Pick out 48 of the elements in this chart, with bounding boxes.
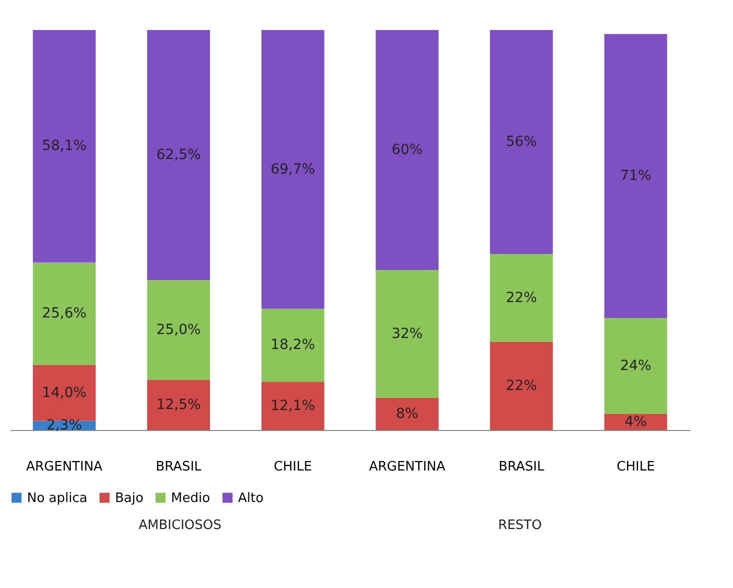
data-label: 71% [620,168,652,184]
data-label: 25,6% [42,306,87,322]
data-label: 22% [506,378,537,394]
data-label: 60% [392,142,423,158]
bar [261,382,324,430]
data-label: 56% [506,134,537,150]
bar [604,318,668,414]
x-tick-label: CHILE [616,460,655,474]
bar [147,280,210,380]
data-label: 25,0% [156,322,201,338]
bar [32,262,96,365]
bar [490,254,553,342]
bar [147,30,210,280]
bar [261,30,324,309]
bar [261,308,324,382]
bar [490,342,553,430]
legend-label: Alto [238,490,264,506]
data-label: 14,0% [42,384,87,401]
data-label: 58,1% [42,138,87,154]
bar [376,398,439,430]
x-tick-label: ARGENTINA [368,460,446,474]
data-label: 22% [506,290,537,306]
x-tick-label: BRASIL [498,460,546,474]
x-tick-label: BRASIL [156,460,202,474]
x-tick-label: ARGENTINA [26,460,103,474]
data-label: 4% [624,414,647,430]
legend-label: Medio [171,490,210,506]
data-label: 24% [620,358,652,374]
legend-label: No aplica [27,490,88,506]
text: AMBICIOSOS [138,518,222,533]
bar [376,270,439,398]
data-label: 12,5% [156,397,201,413]
data-label: 32% [392,326,423,342]
data-label: 8% [396,406,418,422]
bar [604,34,668,318]
bar [376,30,439,270]
legend-label: Bajo [115,490,144,506]
data-label: 62,5% [156,147,201,163]
data-label: 2,3% [46,417,82,434]
bar [32,364,96,421]
data-label: 18,2% [270,337,316,354]
bar [32,30,96,262]
text: RESTO [498,518,542,533]
x-tick-label: CHILE [274,460,312,474]
bar [490,30,553,254]
bar [147,380,210,430]
data-label: 12,1% [270,398,316,414]
data-label: 69,7% [270,161,316,178]
